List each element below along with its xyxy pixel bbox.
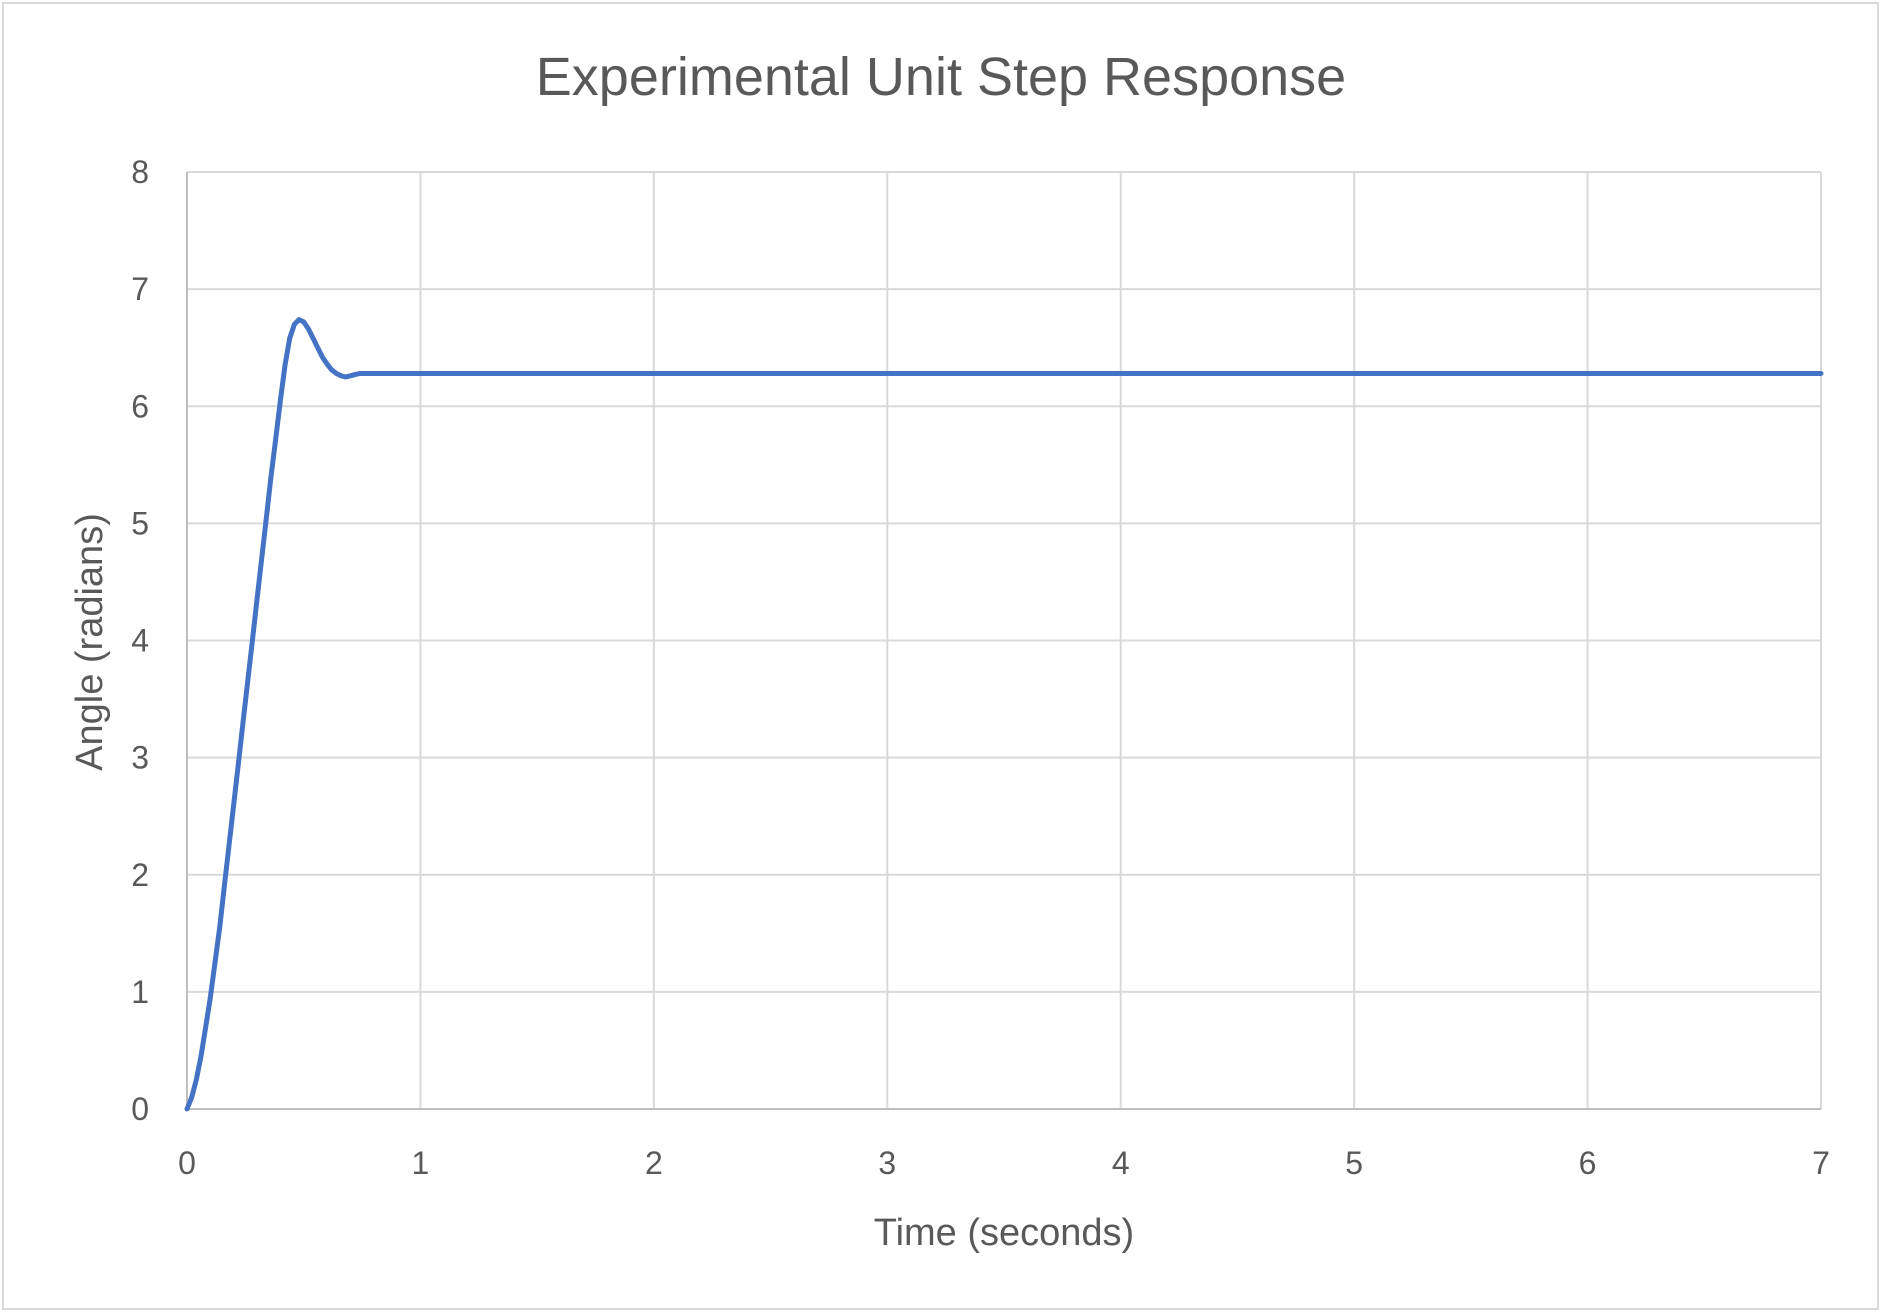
x-tick-label: 4	[1112, 1145, 1130, 1181]
tick-labels: 0 1 2 3 4 5 6 7 8 0 1 2 3 4 5 6 7	[131, 154, 1830, 1181]
y-tick-label: 1	[131, 974, 149, 1010]
y-axis-label: Angle (radians)	[69, 513, 111, 771]
x-tick-label: 6	[1579, 1145, 1597, 1181]
y-tick-label: 7	[131, 271, 149, 307]
x-tick-label: 5	[1345, 1145, 1363, 1181]
chart-title: Experimental Unit Step Response	[536, 47, 1346, 107]
y-tick-label: 2	[131, 857, 149, 893]
series-layer	[184, 317, 1824, 1112]
x-tick-label: 3	[878, 1145, 896, 1181]
grid-layer	[187, 171, 1822, 1109]
x-tick-label: 0	[178, 1145, 196, 1181]
x-tick-label: 2	[645, 1145, 663, 1181]
y-tick-label: 5	[131, 505, 149, 541]
axis-layer	[186, 172, 1821, 1110]
series-line	[184, 317, 1824, 1112]
y-tick-label: 6	[131, 388, 149, 424]
x-tick-label: 7	[1812, 1145, 1830, 1181]
y-tick-label: 3	[131, 740, 149, 776]
y-tick-label: 4	[131, 623, 149, 659]
x-tick-label: 1	[412, 1145, 430, 1181]
y-tick-label: 0	[131, 1091, 149, 1127]
x-axis-label: Time (seconds)	[874, 1212, 1134, 1254]
y-tick-label: 8	[131, 154, 149, 190]
